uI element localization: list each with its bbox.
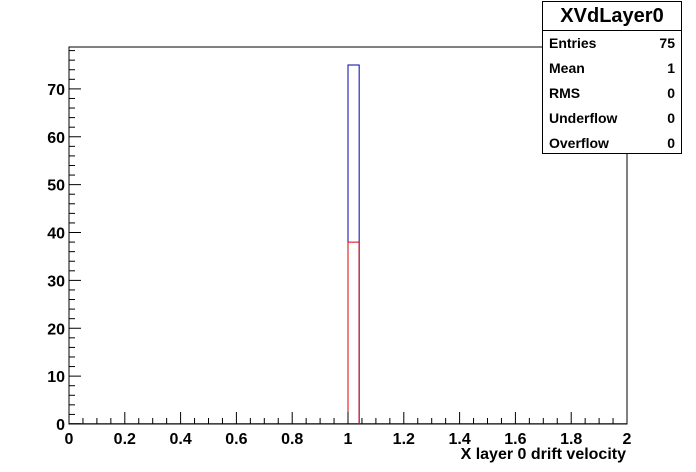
stats-rows: Entries 75 Mean 1 RMS 0 Underflow 0 Overflow 0 <box>543 31 681 156</box>
stats-box: XVdLayer0 Entries 75 Mean 1 RMS 0 Underflow 0 Ov… <box>542 1 682 154</box>
x-tick-label: 1 <box>344 431 353 448</box>
stats-row: Overflow 0 <box>543 131 681 156</box>
y-tick-label: 20 <box>47 321 65 338</box>
stats-value: 0 <box>667 85 675 101</box>
y-tick-label: 0 <box>56 417 65 434</box>
x-axis: 0 0.2 0.4 0.6 0.8 1 1.2 1.4 1.6 1.8 2 <box>65 412 632 448</box>
x-tick-label: 0.4 <box>169 431 191 448</box>
histogram-bar <box>347 241 360 424</box>
stats-row: RMS 0 <box>543 81 681 106</box>
y-axis: 0 10 20 30 40 50 60 70 <box>47 50 81 434</box>
stats-value: 75 <box>659 35 675 51</box>
stats-row: Mean 1 <box>543 56 681 81</box>
y-tick-label: 30 <box>47 273 65 290</box>
stats-title: XVdLayer0 <box>543 2 681 31</box>
stats-label: RMS <box>549 85 581 101</box>
stats-value: 1 <box>667 60 675 76</box>
stats-row: Underflow 0 <box>543 106 681 131</box>
histogram-bar <box>347 64 360 424</box>
stats-row: Entries 75 <box>543 31 681 56</box>
y-tick-label: 40 <box>47 226 65 243</box>
stats-label: Underflow <box>549 110 618 126</box>
stats-value: 0 <box>667 110 675 126</box>
x-tick-label: 0 <box>65 431 74 448</box>
x-tick-label: 2 <box>623 431 632 448</box>
x-tick-label: 1.4 <box>448 431 470 448</box>
y-tick-label: 60 <box>47 130 65 147</box>
x-tick-label: 1.6 <box>504 431 526 448</box>
stats-value: 0 <box>667 135 675 151</box>
y-tick-label: 10 <box>47 369 65 386</box>
y-tick-label: 50 <box>47 178 65 195</box>
x-axis-title: X layer 0 drift velocity <box>460 446 626 463</box>
x-tick-label: 1.2 <box>393 431 415 448</box>
x-tick-label: 1.8 <box>560 431 582 448</box>
stats-label: Mean <box>549 60 585 76</box>
x-tick-label: 0.8 <box>281 431 303 448</box>
x-tick-label: 0.6 <box>225 431 247 448</box>
stats-label: Overflow <box>549 135 609 151</box>
x-tick-label: 0.2 <box>114 431 136 448</box>
y-tick-label: 70 <box>47 82 65 99</box>
stats-label: Entries <box>549 35 597 51</box>
